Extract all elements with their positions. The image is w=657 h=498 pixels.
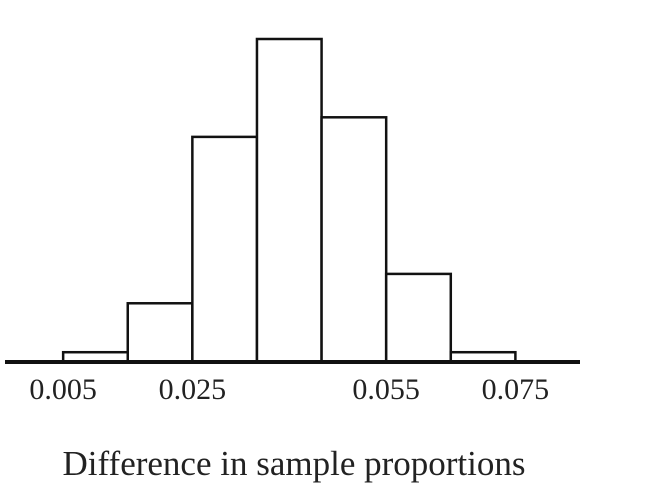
x-tick-label: 0.005 (29, 373, 97, 406)
bar (191, 135, 259, 364)
x-tick-label: 0.075 (482, 373, 550, 406)
bar (126, 302, 194, 364)
bar (320, 116, 388, 364)
bar (384, 272, 453, 364)
x-axis-label: Difference in sample proportions (63, 444, 526, 483)
x-tick-label: 0.025 (159, 373, 227, 406)
x-tick-label: 0.055 (352, 373, 420, 406)
bar (255, 37, 323, 364)
